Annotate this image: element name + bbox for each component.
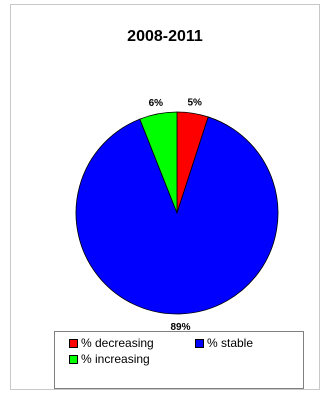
legend-item-increasing: % increasing	[69, 352, 150, 366]
legend-swatch-increasing	[69, 354, 78, 364]
pie-slice-increasing	[139, 111, 178, 214]
pie-label-increasing: 6%	[149, 98, 164, 109]
legend-swatch-stable	[195, 338, 204, 348]
chart-title: 2008-2011	[127, 28, 203, 45]
pie-slice-stable	[75, 116, 279, 315]
legend-item-decreasing: % decreasing	[69, 336, 154, 350]
legend-swatch-decreasing	[69, 338, 78, 348]
legend-label-stable: % stable	[207, 336, 254, 350]
pie-label-stable: 89%	[170, 322, 190, 333]
legend-item-stable: % stable	[195, 336, 253, 350]
pie-label-decreasing: 5%	[187, 97, 202, 108]
legend-label-decreasing: % decreasing	[81, 336, 154, 350]
legend-label-increasing: % increasing	[81, 352, 150, 366]
chart-legend: % decreasing % stable % increasing	[54, 331, 304, 389]
